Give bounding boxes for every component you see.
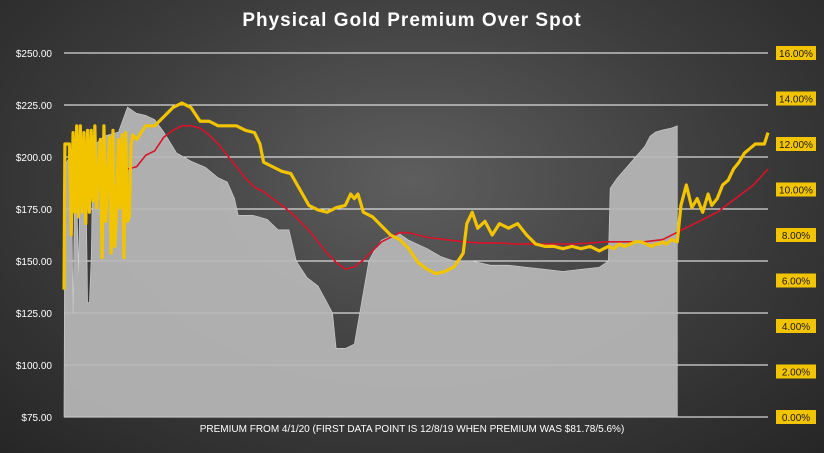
y-tick-label: $200.00 — [16, 153, 53, 164]
y-tick-label: $150.00 — [16, 257, 53, 268]
y2-tick-label: 4.00% — [782, 322, 810, 333]
y2-tick-label: 14.00% — [779, 95, 813, 106]
moving-average-line — [118, 125, 769, 270]
y2-tick-label: 0.00% — [782, 413, 810, 424]
y2-tick-box — [776, 228, 816, 242]
y-tick-label: $225.00 — [16, 101, 53, 112]
y-tick-label: $175.00 — [16, 205, 53, 216]
y2-tick-box — [776, 137, 816, 151]
y2-tick-label: 6.00% — [782, 277, 810, 288]
y2-tick-box — [776, 46, 816, 60]
y2-tick-box — [776, 182, 816, 197]
y2-tick-box — [776, 273, 816, 288]
y2-tick-label: 8.00% — [782, 231, 810, 242]
y-tick-label: $75.00 — [21, 413, 52, 424]
premium-percent-line — [62, 101, 770, 290]
y2-tick-box — [776, 91, 816, 106]
chart-title: Physical Gold Premium Over Spot — [242, 10, 582, 31]
x-axis-label: PREMIUM FROM 4/1/20 (FIRST DATA POINT IS… — [199, 424, 625, 435]
y2-tick-label: 16.00% — [779, 49, 813, 60]
y-tick-label: $125.00 — [16, 309, 53, 320]
y2-tick-label: 2.00% — [782, 368, 810, 379]
y2-tick-label: 12.00% — [779, 140, 813, 151]
y2-tick-box — [776, 319, 816, 333]
y-tick-label: $100.00 — [16, 361, 53, 372]
y-tick-label: $250.00 — [16, 49, 53, 60]
premium-dollar-area — [63, 106, 678, 418]
y2-tick-box — [776, 410, 816, 424]
y2-tick-label: 10.00% — [779, 186, 813, 197]
y2-tick-box — [776, 364, 816, 379]
